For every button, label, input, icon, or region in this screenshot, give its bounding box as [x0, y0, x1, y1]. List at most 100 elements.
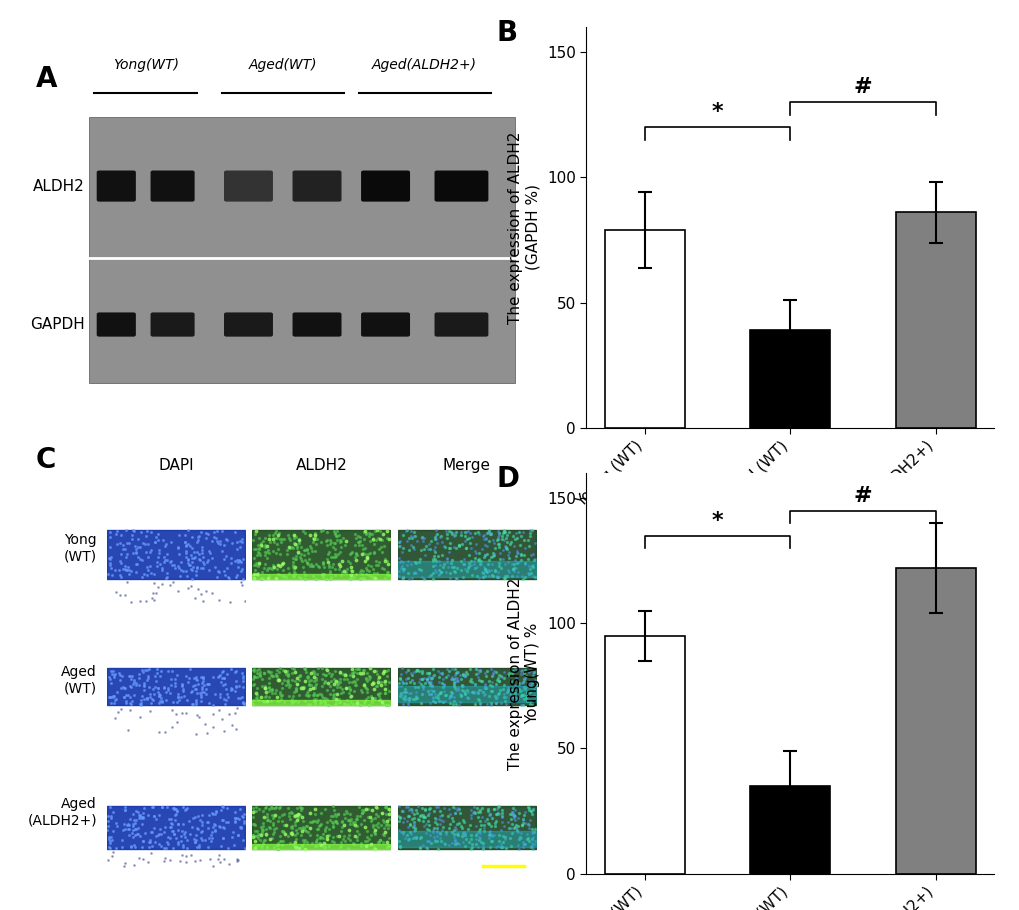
Point — [507, 818, 524, 833]
Point — [124, 806, 141, 821]
Point — [201, 677, 217, 692]
Point — [104, 568, 120, 582]
Point — [467, 678, 483, 693]
Point — [520, 538, 536, 552]
Point — [421, 665, 437, 680]
Point — [275, 532, 291, 547]
Point — [351, 538, 367, 552]
Point — [515, 840, 531, 854]
Point — [322, 535, 338, 550]
Point — [443, 526, 460, 541]
Point — [302, 805, 318, 820]
Point — [265, 822, 281, 836]
Point — [139, 672, 155, 687]
Point — [515, 834, 531, 849]
Point — [160, 837, 176, 852]
Point — [154, 695, 170, 710]
Point — [400, 832, 417, 846]
Point — [202, 852, 218, 866]
Point — [152, 557, 168, 571]
Point — [345, 665, 362, 680]
Point — [339, 841, 356, 855]
Point — [127, 678, 144, 693]
Point — [521, 804, 537, 818]
Point — [112, 553, 128, 568]
Point — [246, 571, 262, 585]
Point — [245, 816, 261, 831]
Point — [424, 662, 440, 677]
Point — [293, 554, 310, 569]
Point — [362, 527, 378, 541]
Point — [508, 556, 525, 571]
Point — [315, 554, 331, 569]
Point — [337, 565, 354, 580]
Point — [489, 565, 505, 580]
Point — [177, 803, 194, 817]
Point — [118, 688, 135, 703]
Point — [219, 561, 235, 575]
Point — [277, 570, 293, 584]
Point — [374, 805, 390, 820]
Point — [332, 674, 348, 689]
Point — [133, 570, 150, 584]
Point — [293, 800, 310, 814]
Point — [140, 562, 156, 577]
Point — [379, 531, 395, 545]
Point — [193, 587, 209, 602]
Point — [364, 820, 380, 834]
Point — [449, 674, 466, 689]
Point — [317, 695, 333, 710]
Point — [445, 823, 462, 837]
Point — [234, 695, 251, 710]
Point — [116, 856, 132, 871]
Point — [247, 558, 263, 572]
Bar — [750, 330, 829, 428]
Point — [167, 672, 183, 686]
Point — [527, 834, 543, 848]
Point — [424, 683, 440, 698]
Point — [418, 839, 434, 854]
Point — [269, 669, 285, 683]
Point — [302, 528, 318, 542]
Point — [347, 546, 364, 561]
Point — [113, 570, 129, 584]
Point — [146, 593, 162, 608]
Point — [136, 678, 152, 693]
Point — [275, 694, 291, 709]
Point — [150, 532, 166, 547]
Point — [303, 677, 319, 692]
Point — [117, 803, 133, 817]
Point — [108, 841, 124, 855]
Point — [146, 686, 162, 701]
Point — [286, 662, 303, 676]
Point — [461, 556, 477, 571]
Point — [285, 536, 302, 551]
Point — [291, 550, 308, 564]
Point — [307, 679, 323, 693]
Point — [309, 822, 325, 836]
Point — [464, 567, 480, 581]
Point — [452, 682, 469, 697]
Point — [215, 563, 231, 578]
Point — [406, 529, 422, 543]
Point — [235, 814, 252, 829]
Point — [346, 814, 363, 829]
Point — [248, 829, 264, 844]
Point — [103, 689, 119, 703]
Point — [309, 667, 325, 682]
Point — [457, 839, 473, 854]
Point — [191, 710, 207, 724]
Point — [352, 697, 368, 712]
Text: A: A — [36, 65, 57, 93]
Point — [471, 833, 487, 847]
Text: Aged
(ALDH2+): Aged (ALDH2+) — [28, 797, 97, 827]
Point — [245, 827, 261, 842]
Point — [455, 557, 472, 571]
Point — [202, 546, 218, 561]
Point — [218, 686, 234, 701]
Point — [371, 531, 387, 546]
Point — [448, 672, 465, 687]
Point — [445, 827, 462, 842]
Point — [263, 664, 279, 679]
Point — [370, 531, 386, 545]
